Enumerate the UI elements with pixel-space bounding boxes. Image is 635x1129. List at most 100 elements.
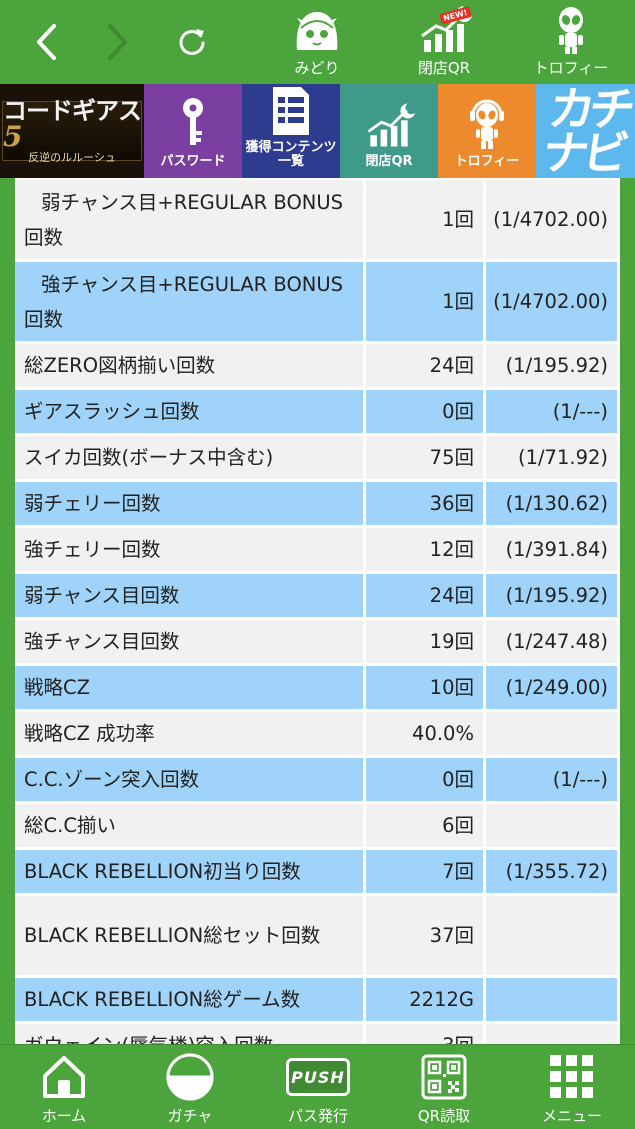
row-count: 12回 (366, 528, 483, 571)
table-row: BLACK REBELLION初当り回数 7回 (1/355.72) (15, 850, 620, 893)
row-label: 弱チャンス目+REGULAR BONUS回数 (24, 190, 344, 249)
row-rate: (1/4702.00) (486, 180, 617, 259)
row-count: 3回 (366, 1024, 483, 1044)
row-label: 強チャンス目回数 (24, 630, 180, 653)
tab-gacha-label: ガチャ (167, 1107, 213, 1125)
reload-button[interactable] (170, 0, 214, 84)
row-rate (486, 896, 617, 975)
row-rate: (1/391.84) (486, 528, 617, 571)
table-row: 弱チャンス目+REGULAR BONUS回数 1回 (1/4702.00) (15, 180, 620, 259)
row-count: 24回 (366, 574, 483, 617)
midori-nav-item[interactable]: みどり (262, 4, 372, 82)
bottom-tab-bar: ホーム ガチャ PUSH パス発行 (0, 1044, 635, 1129)
row-count: 2212G (366, 978, 483, 1021)
qr-code-icon (421, 1054, 467, 1100)
back-button[interactable] (26, 0, 66, 84)
closing-qr-shortcut-label: 閉店QR (365, 154, 413, 169)
row-rate: (1/247.48) (486, 620, 617, 663)
row-rate: (1/---) (486, 390, 617, 433)
row-label: BLACK REBELLION総セット回数 (24, 924, 321, 947)
kachi-line1: カチ (544, 82, 633, 136)
row-rate: (1/4702.00) (486, 262, 617, 341)
table-row: 総ZERO図柄揃い回数 24回 (1/195.92) (15, 344, 620, 387)
row-label: ガウェイン(蜃気楼)突入回数 (24, 1028, 273, 1044)
table-row: C.C.ゾーン突入回数 0回 (1/---) (15, 758, 620, 801)
gacha-capsule-icon (166, 1053, 214, 1101)
top-navigation-bar: みどり NEW! 閉店QR (0, 0, 635, 84)
kachi-navi-logo: カチ ナビ (539, 82, 633, 180)
logo-main-text: コードギアス (3, 96, 142, 125)
game-logo[interactable]: コードギアス5 反逆のルルーシュ (0, 84, 144, 178)
row-label: スイカ回数(ボーナス中含む) (24, 446, 274, 469)
trophy-label: トロフィー (533, 59, 609, 77)
chevron-left-icon (37, 24, 56, 60)
row-count: 10回 (366, 666, 483, 709)
tab-gacha[interactable]: ガチャ (130, 1051, 250, 1127)
row-count: 40.0% (366, 712, 483, 755)
row-rate: (1/355.72) (486, 850, 617, 893)
reload-icon (179, 29, 205, 55)
table-row: 戦略CZ 10回 (1/249.00) (15, 666, 620, 709)
password-shortcut[interactable]: パスワード (144, 84, 242, 178)
table-row: ギアスラッシュ回数 0回 (1/---) (15, 390, 620, 433)
row-label: 総C.C揃い (24, 814, 116, 837)
alien-trophy-icon (559, 7, 583, 54)
contents-list-shortcut[interactable]: 獲得コンテンツ 一覧 (242, 84, 340, 178)
push-icon-text: PUSH (291, 1067, 345, 1087)
midori-character-icon (296, 12, 338, 50)
row-rate: (1/249.00) (486, 666, 617, 709)
row-count: 1回 (366, 262, 483, 341)
row-label: 戦略CZ 成功率 (24, 722, 155, 745)
row-rate: (1/71.92) (486, 436, 617, 479)
row-label: 総ZERO図柄揃い回数 (24, 354, 216, 377)
chevron-right-icon (108, 24, 127, 60)
contents-list-label-line2: 一覧 (277, 154, 304, 169)
row-label: 戦略CZ (24, 676, 90, 699)
tab-home[interactable]: ホーム (4, 1051, 124, 1127)
row-rate (486, 712, 617, 755)
row-label: 弱チャンス目回数 (24, 584, 180, 607)
table-row: 戦略CZ 成功率 40.0% (15, 712, 620, 755)
contents-list-label-line1: 獲得コンテンツ (245, 140, 337, 155)
logo-number: 5 (3, 120, 23, 153)
trophy-nav-item[interactable]: トロフィー (516, 4, 626, 82)
alien-headphones-icon (470, 99, 504, 149)
chart-moon-icon (367, 103, 416, 147)
table-row: BLACK REBELLION総ゲーム数 2212G (15, 978, 620, 1021)
tab-qr-reader[interactable]: QR読取 (384, 1051, 504, 1127)
key-icon (183, 98, 203, 145)
tab-menu-label: メニュー (541, 1107, 602, 1125)
closing-qr-nav-item[interactable]: NEW! 閉店QR (389, 4, 499, 82)
row-rate: (1/---) (486, 758, 617, 801)
table-row: 強チャンス目+REGULAR BONUS回数 1回 (1/4702.00) (15, 262, 620, 341)
table-row: ガウェイン(蜃気楼)突入回数 3回 (15, 1024, 620, 1044)
forward-button[interactable] (98, 0, 138, 84)
table-row: 総C.C揃い 6回 (15, 804, 620, 847)
trophy-shortcut[interactable]: トロフィー (438, 84, 536, 178)
row-label: 強チャンス目+REGULAR BONUS回数 (24, 272, 344, 331)
row-count: 0回 (366, 390, 483, 433)
row-count: 1回 (366, 180, 483, 259)
row-label: 強チェリー回数 (24, 538, 161, 561)
closing-qr-shortcut[interactable]: 閉店QR (340, 84, 438, 178)
row-rate: (1/195.92) (486, 344, 617, 387)
closing-qr-label: 閉店QR (417, 59, 471, 77)
row-rate: (1/195.92) (486, 574, 617, 617)
row-label: ギアスラッシュ回数 (24, 400, 200, 423)
row-count: 6回 (366, 804, 483, 847)
row-count: 37回 (366, 896, 483, 975)
tab-pass-issue[interactable]: PUSH パス発行 (258, 1051, 378, 1127)
row-rate (486, 1024, 617, 1044)
row-count: 7回 (366, 850, 483, 893)
logo-subtitle: 反逆のルルーシュ (28, 151, 116, 164)
row-rate (486, 978, 617, 1021)
row-count: 36回 (366, 482, 483, 525)
row-rate (486, 804, 617, 847)
table-row: 弱チェリー回数 36回 (1/130.62) (15, 482, 620, 525)
row-count: 24回 (366, 344, 483, 387)
tab-home-label: ホーム (41, 1107, 87, 1125)
shortcut-bar: コードギアス5 反逆のルルーシュ パスワード 獲得コンテンツ 一覧 (0, 82, 635, 180)
midori-label: みどり (294, 59, 340, 77)
tab-menu[interactable]: メニュー (512, 1051, 632, 1127)
kachi-navi-shortcut[interactable]: カチ ナビ (536, 82, 635, 180)
